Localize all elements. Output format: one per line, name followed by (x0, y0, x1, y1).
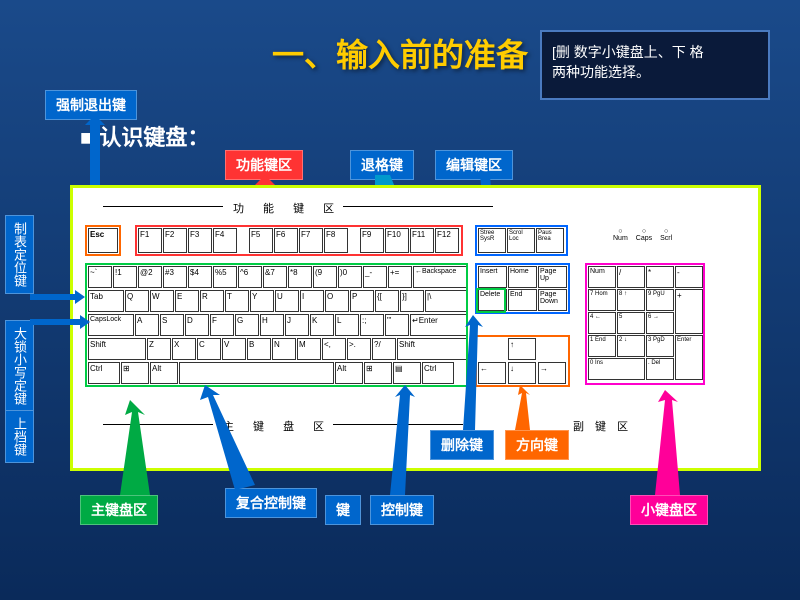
callout-enter: 键 (325, 495, 361, 525)
side-shift: 上档键 (5, 410, 34, 463)
callout-compound: 复合控制键 (225, 488, 317, 518)
info-line1: [删 数字小键盘上、下 格 (552, 42, 758, 62)
region-arrows (475, 335, 570, 387)
callout-main: 主键盘区 (80, 495, 158, 525)
led-caps: ○Caps (636, 228, 652, 242)
pointer-ctrl (380, 385, 420, 495)
region-func (135, 225, 463, 256)
pointer-caps (30, 315, 90, 330)
pointer-compound (200, 385, 270, 490)
line1 (103, 206, 223, 207)
callout-numpad: 小键盘区 (630, 495, 708, 525)
pointer-numpad (650, 390, 690, 495)
label-func-zone: 功 能 键 区 (233, 200, 342, 216)
region-del (476, 288, 506, 313)
info-box: [删 数字小键盘上、下 格 两种功能选择。 (540, 30, 770, 100)
callout-arrow: 方向键 (505, 430, 569, 460)
led-scrl: ○Scrl (660, 228, 672, 242)
pointer-main (110, 400, 160, 495)
side-tab: 制表定位键 (5, 215, 34, 294)
region-main (85, 263, 468, 387)
region-numpad (585, 263, 705, 385)
callout-delete: 删除键 (430, 430, 494, 460)
pointer-tab (30, 290, 85, 305)
led-num: ○Num (613, 228, 628, 242)
pointer-del (455, 315, 485, 430)
callout-ctrl: 控制键 (370, 495, 434, 525)
line2 (343, 206, 493, 207)
region-edit-top (475, 225, 568, 256)
pointer-arrow (510, 385, 540, 430)
side-caps: 大锁小写定键 (5, 320, 34, 412)
region-esc (85, 225, 121, 256)
info-line2: 两种功能选择。 (552, 62, 758, 82)
label-aux-zone: 副 键 区 (573, 418, 632, 434)
row-leds: ○Num ○Caps ○Scrl (613, 228, 672, 242)
